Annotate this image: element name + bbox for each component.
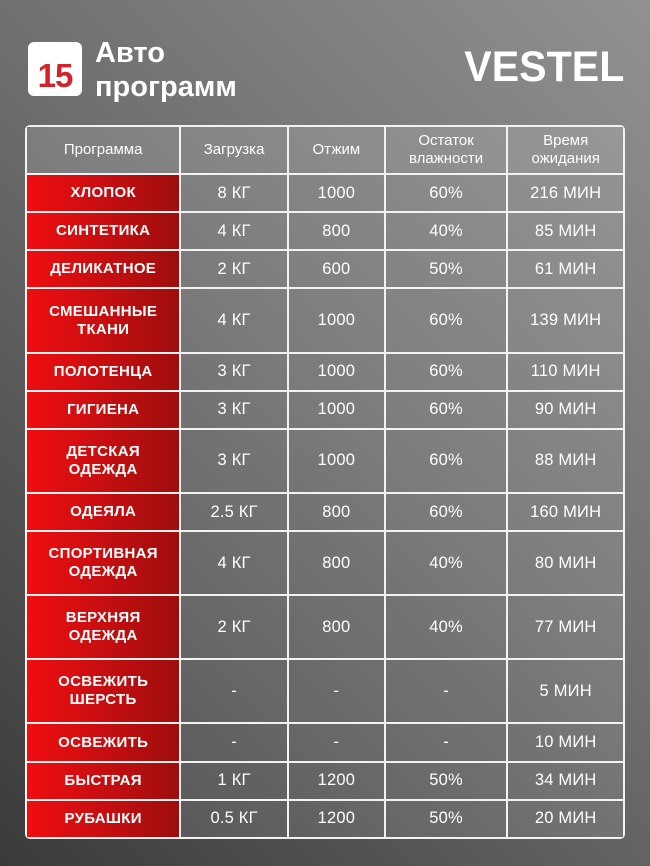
- table-row: ОСВЕЖИТЬ - - -10 МИН: [25, 722, 625, 763]
- value-cell: 4 КГ: [179, 530, 289, 597]
- value-cell: 40%: [383, 211, 509, 252]
- program-name-cell: СИНТЕТИКА: [25, 211, 182, 252]
- value-cell: 4 КГ: [179, 211, 289, 252]
- value-cell: 800: [286, 211, 386, 252]
- table-row: ОСВЕЖИТЬ ШЕРСТЬ - - -5 МИН: [25, 658, 625, 725]
- value-cell: 2 КГ: [179, 249, 289, 290]
- value-cell: 800: [286, 491, 386, 533]
- value-cell: 1000: [286, 287, 386, 354]
- table-row: СМЕШАННЫЕ ТКАНИ 4 КГ 1000 60% 139 МИН: [25, 287, 625, 354]
- table-row: ВЕРХНЯЯ ОДЕЖДА 2 КГ 800 40% 77 МИН: [25, 594, 625, 661]
- table-row: СПОРТИВНАЯ ОДЕЖДА 4 КГ 800 40% 80 МИН: [25, 530, 625, 597]
- value-cell: 61 МИН: [506, 249, 625, 290]
- value-cell: -: [286, 658, 386, 725]
- value-cell: 8 КГ: [179, 172, 289, 214]
- vestel-logo: VESTEL: [463, 42, 624, 90]
- table-row: ДЕЛИКАТНОЕ 2 КГ 600 50% 61 МИН: [25, 249, 625, 290]
- column-header: Загрузка: [179, 125, 289, 175]
- table-row: СИНТЕТИКА 4 КГ 800 40% 85 МИН: [25, 211, 625, 252]
- value-cell: 10 МИН: [506, 722, 625, 763]
- program-name-cell: СПОРТИВНАЯ ОДЕЖДА: [25, 530, 182, 597]
- value-cell: 1200: [286, 760, 386, 801]
- table-row: ОДЕЯЛА 2.5 КГ 800 60% 160 МИН: [25, 491, 625, 533]
- value-cell: 600: [286, 249, 386, 290]
- program-name-cell: ОДЕЯЛА: [25, 491, 182, 533]
- program-name-cell: ПОЛОТЕНЦА: [25, 351, 182, 392]
- value-cell: 0.5 КГ: [179, 798, 289, 839]
- value-cell: 4 КГ: [179, 287, 289, 354]
- value-cell: 5 МИН: [506, 658, 625, 725]
- value-cell: 60%: [383, 172, 509, 214]
- value-cell: 800: [286, 530, 386, 597]
- value-cell: 1000: [286, 427, 386, 495]
- program-name-cell: РУБАШКИ: [25, 798, 182, 839]
- step-number-badge: 15: [28, 42, 82, 96]
- value-cell: 1200: [286, 798, 386, 839]
- programs-table: Программа Загрузка Отжим Остаток влажности В…: [25, 125, 625, 839]
- table-row: ХЛОПОК 8 КГ 1000 60% 216 МИН: [25, 172, 625, 214]
- value-cell: 3 КГ: [179, 389, 289, 430]
- value-cell: 160 МИН: [506, 491, 625, 533]
- value-cell: -: [286, 722, 386, 763]
- table-header-row: Программа Загрузка Отжим Остаток влажности В…: [25, 125, 625, 175]
- column-header: Остаток влажности: [383, 125, 509, 175]
- table-row: ПОЛОТЕНЦА 3 КГ 1000 60% 110 МИН: [25, 351, 625, 392]
- value-cell: 50%: [383, 798, 509, 839]
- value-cell: 3 КГ: [179, 351, 289, 392]
- value-cell: -: [383, 658, 509, 725]
- value-cell: 80 МИН: [506, 530, 625, 597]
- program-name-cell: ОСВЕЖИТЬ: [25, 722, 182, 763]
- value-cell: 77 МИН: [506, 594, 625, 661]
- value-cell: 1000: [286, 351, 386, 392]
- table-row: БЫСТРАЯ 1 КГ 1200 50% 34 МИН: [25, 760, 625, 801]
- programs-table-wrap: Программа Загрузка Отжим Остаток влажности В…: [25, 125, 625, 839]
- program-name-cell: ДЕЛИКАТНОЕ: [25, 249, 182, 290]
- value-cell: 60%: [383, 287, 509, 354]
- value-cell: 90 МИН: [506, 389, 625, 430]
- page-title: Авто программ: [95, 37, 237, 104]
- column-header: Время ожидания: [506, 125, 625, 175]
- program-name-cell: СМЕШАННЫЕ ТКАНИ: [25, 287, 182, 354]
- column-header: Отжим: [286, 125, 386, 175]
- value-cell: 1000: [286, 389, 386, 430]
- program-name-cell: ВЕРХНЯЯ ОДЕЖДА: [25, 594, 182, 661]
- value-cell: 88 МИН: [506, 427, 625, 495]
- value-cell: 3 КГ: [179, 427, 289, 495]
- value-cell: 2.5 КГ: [179, 491, 289, 533]
- value-cell: 800: [286, 594, 386, 661]
- value-cell: 34 МИН: [506, 760, 625, 801]
- column-header: Программа: [25, 125, 182, 175]
- value-cell: -: [179, 658, 289, 725]
- value-cell: -: [383, 722, 509, 763]
- program-name-cell: БЫСТРАЯ: [25, 760, 182, 801]
- program-name-cell: ОСВЕЖИТЬ ШЕРСТЬ: [25, 658, 182, 725]
- value-cell: 110 МИН: [506, 351, 625, 392]
- value-cell: 60%: [383, 491, 509, 533]
- value-cell: 85 МИН: [506, 211, 625, 252]
- value-cell: 40%: [383, 530, 509, 597]
- program-name-cell: ГИГИЕНА: [25, 389, 182, 430]
- table-body: ХЛОПОК 8 КГ 1000 60% 216 МИН СИНТЕТИКА 4 КГ 800…: [25, 172, 625, 839]
- table-row: РУБАШКИ 0.5 КГ 1200 50% 20 МИН: [25, 798, 625, 839]
- program-name-cell: ДЕТСКАЯ ОДЕЖДА: [25, 427, 182, 495]
- value-cell: 1000: [286, 172, 386, 214]
- value-cell: 60%: [383, 389, 509, 430]
- value-cell: 60%: [383, 351, 509, 392]
- value-cell: 60%: [383, 427, 509, 495]
- value-cell: 216 МИН: [506, 172, 625, 214]
- value-cell: 50%: [383, 249, 509, 290]
- value-cell: 20 МИН: [506, 798, 625, 839]
- value-cell: 2 КГ: [179, 594, 289, 661]
- value-cell: 50%: [383, 760, 509, 801]
- value-cell: 40%: [383, 594, 509, 661]
- value-cell: -: [179, 722, 289, 763]
- value-cell: 139 МИН: [506, 287, 625, 354]
- step-number: 15: [37, 57, 74, 94]
- program-name-cell: ХЛОПОК: [25, 172, 182, 214]
- table-row: ДЕТСКАЯ ОДЕЖДА 3 КГ 1000 60% 88 МИН: [25, 427, 625, 495]
- value-cell: 1 КГ: [179, 760, 289, 801]
- table-row: ГИГИЕНА 3 КГ 1000 60% 90 МИН: [25, 389, 625, 430]
